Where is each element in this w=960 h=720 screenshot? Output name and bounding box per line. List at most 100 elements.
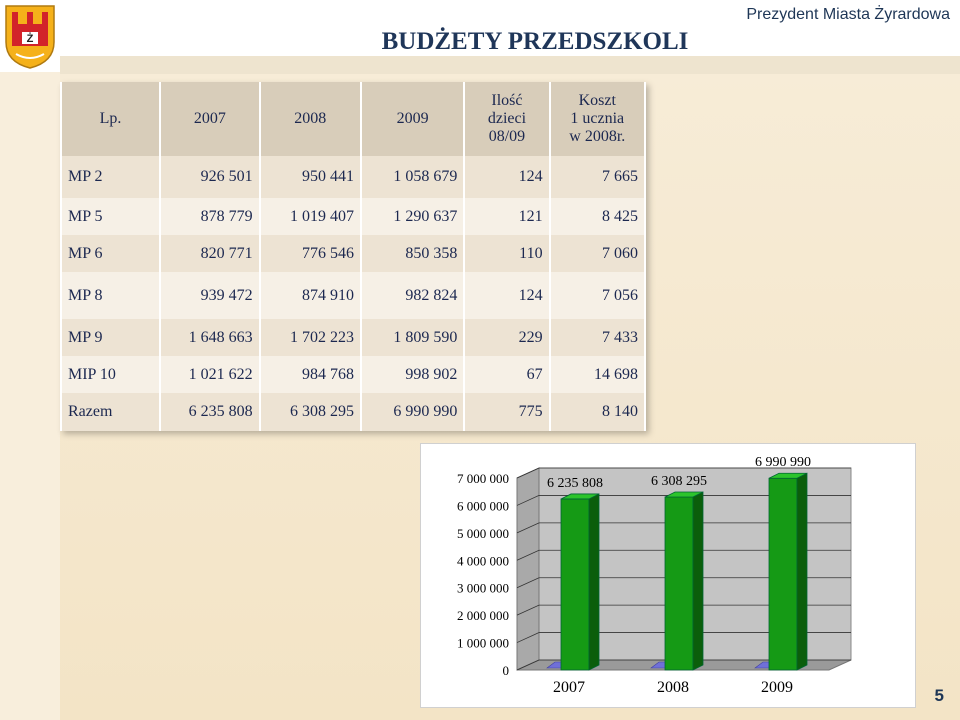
cell-2008: 874 910	[258, 272, 362, 319]
cell-lp: Razem	[59, 393, 162, 431]
title-underline-strip	[60, 56, 960, 74]
chart-bar-top	[560, 493, 600, 500]
cell-2009: 1 058 679	[359, 156, 466, 198]
chart-y-tick-label: 4 000 000	[457, 553, 509, 568]
cell-2007: 878 779	[159, 198, 261, 235]
header-children-line1: Ilość	[491, 92, 523, 109]
chart-canvas: 0 1 000 000 2 000 000 3 000 000 4 000 000 5 0…	[457, 455, 852, 696]
chart-y-tick-label: 2 000 000	[457, 608, 509, 623]
header-children-line2: dzieci	[487, 110, 527, 127]
chart-gridline	[516, 577, 851, 589]
cell-2008: 1 702 223	[258, 319, 362, 356]
table-row: MP 9 1 648 663 1 702 223 1 809 590 229 7…	[59, 319, 647, 356]
cell-2007: 6 235 808	[159, 393, 261, 431]
header-2009: 2009	[359, 82, 466, 156]
cell-cost: 7 056	[548, 272, 647, 319]
header-children-line3: 08/09	[488, 128, 526, 145]
budget-bar-chart: 0 1 000 000 2 000 000 3 000 000 4 000 000 5 0…	[420, 443, 916, 708]
cell-children: 121	[463, 198, 551, 235]
city-coat-of-arms-logo: Ż	[5, 5, 55, 69]
chart-data-label: 6 308 295	[651, 474, 707, 489]
chart-bar-top	[664, 491, 704, 498]
chart-bar-side	[588, 493, 600, 671]
table-row: MP 6 820 771 776 546 850 358 110 7 060	[59, 235, 647, 272]
header-cost-line2: 1 ucznia	[570, 110, 625, 127]
cell-2009: 998 902	[359, 356, 466, 393]
table-row-total: Razem 6 235 808 6 308 295 6 990 990 775 …	[59, 393, 647, 431]
chart-gridline	[516, 659, 851, 671]
cell-2009: 6 990 990	[359, 393, 466, 431]
president-label: Prezydent Miasta Żyrardowa	[746, 6, 950, 23]
header-2007: 2007	[159, 82, 261, 156]
cell-children: 67	[463, 356, 551, 393]
header-2008: 2008	[258, 82, 362, 156]
cell-cost: 8 140	[548, 393, 647, 431]
cell-2008: 6 308 295	[258, 393, 362, 431]
chart-gridline	[516, 549, 851, 561]
cell-children: 124	[463, 272, 551, 319]
cell-children: 775	[463, 393, 551, 431]
cell-lp: MP 8	[59, 272, 162, 319]
chart-y-tick-label: 0	[503, 663, 510, 678]
page-number: 5	[934, 686, 944, 705]
cell-cost: 7 433	[548, 319, 647, 356]
chart-bar	[768, 477, 798, 671]
chart-bar	[560, 498, 590, 671]
cell-2007: 1 648 663	[159, 319, 261, 356]
cell-lp: MP 9	[59, 319, 162, 356]
header-lp: Lp.	[59, 82, 162, 156]
header-cost-line1: Koszt	[578, 92, 616, 109]
table-row: MIP 10 1 021 622 984 768 998 902 67 14 6…	[59, 356, 647, 393]
cell-lp: MP 5	[59, 198, 162, 235]
chart-bar	[664, 496, 694, 671]
chart-bar-side	[692, 491, 704, 671]
header-cost-per-student: Koszt 1 ucznia w 2008r.	[548, 82, 647, 156]
chart-gridline	[516, 604, 851, 616]
cell-2009: 1 809 590	[359, 319, 466, 356]
chart-gridline	[516, 467, 851, 479]
cell-2007: 820 771	[159, 235, 261, 272]
cell-2008: 776 546	[258, 235, 362, 272]
chart-y-tick-label: 5 000 000	[457, 526, 509, 541]
chart-y-tick-label: 1 000 000	[457, 636, 509, 651]
logo-letter: Ż	[27, 32, 34, 45]
cell-2009: 1 290 637	[359, 198, 466, 235]
cell-2008: 950 441	[258, 156, 362, 198]
table-header-row: Lp. 2007 2008 2009 Ilość dzieci 08/09 Ko…	[59, 82, 647, 156]
header-cost-line3: w 2008r.	[569, 128, 626, 145]
chart-y-tick-label: 7 000 000	[457, 471, 509, 486]
header-children-count: Ilość dzieci 08/09	[463, 82, 551, 156]
cell-2009: 850 358	[359, 235, 466, 272]
chart-side-wall	[516, 467, 540, 671]
cell-lp: MP 2	[59, 156, 162, 198]
cell-cost: 7 665	[548, 156, 647, 198]
cell-lp: MP 6	[59, 235, 162, 272]
cell-2007: 939 472	[159, 272, 261, 319]
chart-x-tick-label: 2008	[657, 679, 689, 696]
cell-children: 124	[463, 156, 551, 198]
cell-lp: MIP 10	[59, 356, 162, 393]
slide-title: BUDŻETY PRZEDSZKOLI	[381, 28, 689, 55]
left-margin	[0, 72, 60, 720]
cell-2007: 926 501	[159, 156, 261, 198]
chart-x-tick-label: 2007	[553, 679, 585, 696]
cell-children: 229	[463, 319, 551, 356]
cell-2008: 984 768	[258, 356, 362, 393]
chart-data-label: 6 235 808	[547, 476, 603, 491]
cell-2007: 1 021 622	[159, 356, 261, 393]
chart-data-label: 6 990 990	[755, 455, 811, 470]
cell-cost: 8 425	[548, 198, 647, 235]
cell-children: 110	[463, 235, 551, 272]
cell-cost: 7 060	[548, 235, 647, 272]
cell-2008: 1 019 407	[258, 198, 362, 235]
chart-bar-side	[796, 472, 808, 671]
chart-gridline	[516, 495, 851, 506]
table-row: MP 8 939 472 874 910 982 824 124 7 056	[59, 272, 647, 319]
table-row: MP 5 878 779 1 019 407 1 290 637 121 8 4…	[59, 198, 647, 235]
cell-2009: 982 824	[359, 272, 466, 319]
budget-table: Lp. 2007 2008 2009 Ilość dzieci 08/09 Ko…	[59, 82, 647, 431]
cell-cost: 14 698	[548, 356, 647, 393]
table-row: MP 2 926 501 950 441 1 058 679 124 7 665	[59, 156, 647, 198]
chart-bar-top	[768, 472, 808, 479]
chart-y-tick-label: 6 000 000	[457, 498, 509, 513]
